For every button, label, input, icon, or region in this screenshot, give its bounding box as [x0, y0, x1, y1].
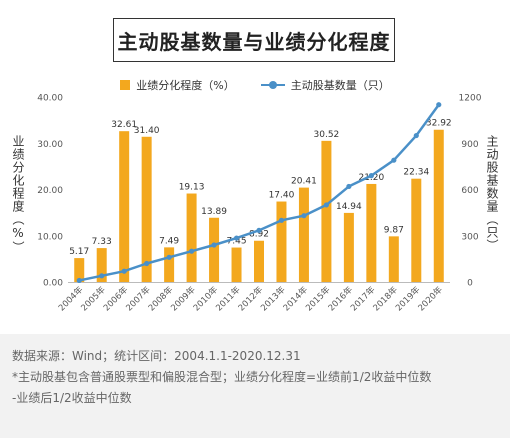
bar [186, 193, 197, 282]
line-point [99, 273, 105, 279]
bar-value-label: 30.52 [314, 130, 340, 140]
bar [209, 217, 220, 282]
chart-area: 主动股基数量与业绩分化程度 业绩分化程度（%） 主动股基数量（只） 业绩分化程度… [0, 18, 510, 314]
bar [74, 258, 85, 282]
line-point [144, 260, 150, 267]
y-right-tick-label: 0 [467, 279, 473, 289]
line-point [391, 157, 397, 163]
bar [411, 178, 422, 282]
bar [119, 131, 130, 282]
footnote-line-2: -业绩后1/2收益中位数 [12, 391, 132, 405]
y-right-tick-label: 1200 [459, 94, 482, 104]
bar [96, 248, 107, 282]
legend-item-line: 主动股基数量（只） [260, 77, 390, 93]
bar [321, 140, 332, 282]
line-point [166, 254, 172, 260]
line-point [233, 235, 240, 241]
bar-value-label: 19.13 [179, 183, 205, 193]
bar [276, 201, 287, 282]
x-tick-label: 2020年 [416, 284, 445, 313]
y-left-tick-label: 40.00 [37, 94, 63, 104]
bar-value-label: 7.33 [92, 237, 112, 247]
y-right-tick-label: 600 [461, 186, 478, 196]
y-right-tick-label: 300 [461, 232, 478, 242]
y-left-tick-label: 0.00 [43, 279, 63, 289]
line-point [211, 242, 217, 248]
line-point [436, 102, 442, 108]
line-point [188, 248, 195, 254]
bar-value-label: 9.87 [384, 225, 404, 235]
line-point [368, 173, 374, 179]
bar [298, 187, 309, 282]
bar [141, 136, 152, 282]
legend-bar-swatch [120, 80, 131, 90]
bar [231, 247, 242, 282]
line-point [346, 183, 352, 190]
data-source-note: 数据来源：Wind；统计区间：2004.1.1-2020.12.31 [12, 349, 301, 363]
line-point [256, 227, 262, 233]
bar [388, 236, 399, 282]
line-point [121, 268, 127, 274]
chart-plot: 0.00 10.00 20.00 30.00 40.00 0 300 600 900 1200 5.… [37, 94, 482, 314]
y-right-tick-label: 900 [461, 140, 478, 150]
bar-value-label: 32.61 [111, 120, 137, 130]
bar-value-label: 17.40 [269, 191, 295, 201]
bar [433, 129, 444, 282]
bar-value-label: 14.94 [336, 202, 362, 212]
footnote-line-1: *主动股基包含普通股票型和偏股混合型；业绩分化程度=业绩前1/2收益中位数 [12, 370, 432, 384]
chart-legend: 业绩分化程度（%） 主动股基数量（只） [0, 77, 510, 93]
legend-bar-label: 业绩分化程度（%） [136, 79, 235, 92]
bar [164, 247, 175, 282]
bar-value-label: 7.45 [227, 237, 247, 247]
bar-value-label: 32.92 [426, 119, 452, 129]
line-point [323, 202, 330, 208]
legend-line-label: 主动股基数量（只） [290, 79, 390, 92]
bar [254, 240, 264, 282]
bar-value-label: 22.34 [403, 168, 429, 178]
bar-value-label: 31.40 [134, 126, 160, 136]
bar-value-label: 7.49 [159, 236, 179, 246]
bar-value-label: 13.89 [201, 207, 227, 217]
line-point [301, 213, 307, 219]
y-left-tick-label: 20.00 [37, 186, 63, 196]
line-point [413, 132, 419, 139]
line-point [278, 217, 285, 223]
legend-item-bar: 业绩分化程度（%） [120, 77, 235, 93]
bar-value-label: 5.17 [69, 247, 89, 257]
bar [366, 183, 377, 282]
y-left-tick-label: 30.00 [37, 140, 63, 150]
legend-line-swatch [260, 80, 285, 90]
y-axis-right-title: 主动股基数量（只） [485, 135, 499, 252]
bar-value-label: 8.92 [249, 230, 269, 240]
chart-title: 主动股基数量与业绩分化程度 [113, 18, 395, 62]
y-axis-left-title: 业绩分化程度（%） [11, 135, 25, 254]
bar-value-label: 20.41 [291, 177, 317, 187]
notes-panel: 数据来源：Wind；统计区间：2004.1.1-2020.12.31 *主动股基… [0, 334, 510, 438]
bar [343, 212, 354, 282]
line-point [76, 277, 82, 284]
y-left-tick-label: 10.00 [37, 232, 63, 242]
